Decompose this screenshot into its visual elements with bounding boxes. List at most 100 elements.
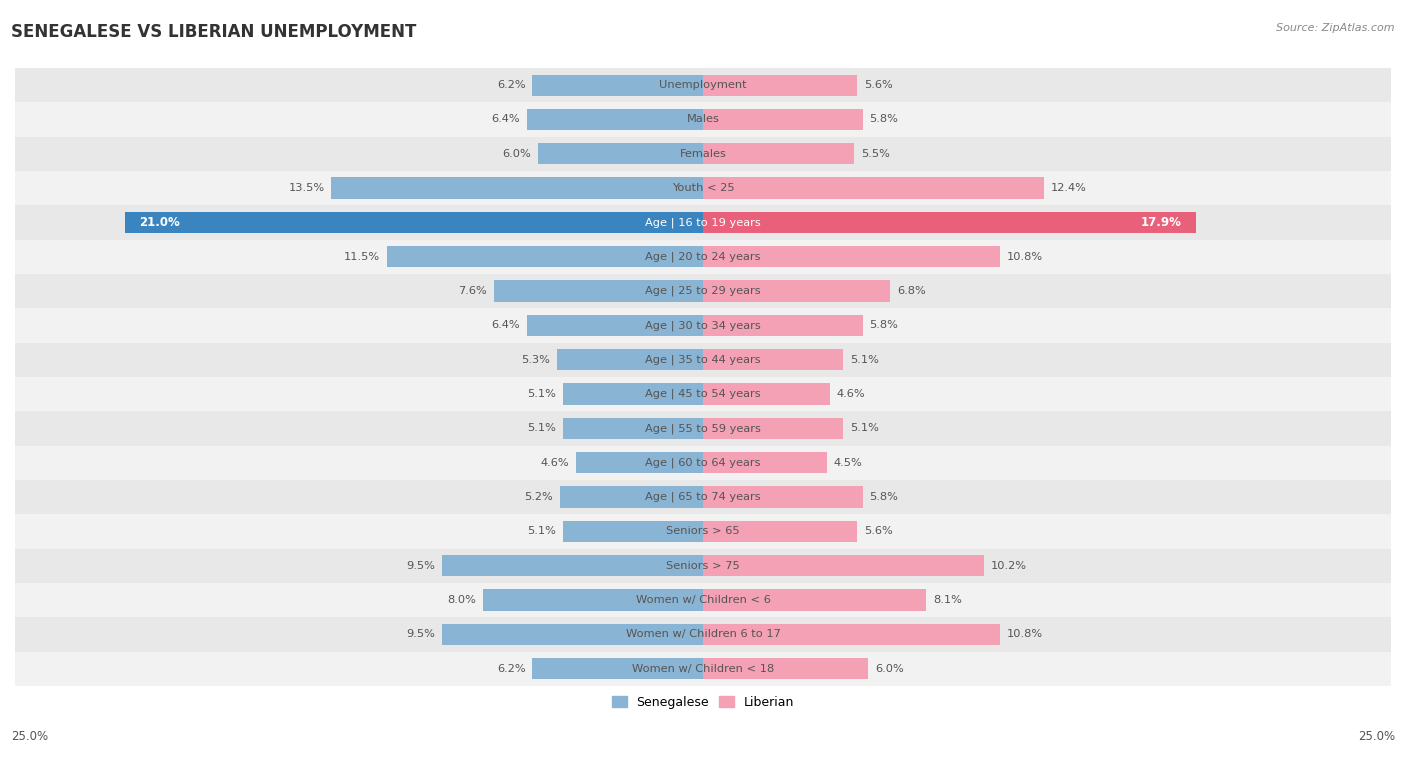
Text: Source: ZipAtlas.com: Source: ZipAtlas.com bbox=[1277, 23, 1395, 33]
Bar bbox=[15, 583, 1391, 617]
Text: 6.4%: 6.4% bbox=[491, 320, 520, 331]
Bar bbox=[703, 246, 1000, 267]
Bar bbox=[15, 514, 1391, 549]
Bar bbox=[15, 274, 1391, 308]
Text: 5.5%: 5.5% bbox=[862, 149, 890, 159]
Bar bbox=[15, 102, 1391, 137]
Bar bbox=[15, 171, 1391, 205]
Text: Youth < 25: Youth < 25 bbox=[672, 183, 734, 193]
Text: Age | 25 to 29 years: Age | 25 to 29 years bbox=[645, 286, 761, 297]
Bar bbox=[15, 68, 1391, 102]
Bar bbox=[703, 315, 863, 336]
Bar bbox=[15, 652, 1391, 686]
Bar bbox=[703, 349, 844, 370]
Bar bbox=[332, 177, 703, 199]
Text: 17.9%: 17.9% bbox=[1142, 216, 1182, 229]
Text: 5.3%: 5.3% bbox=[522, 355, 550, 365]
Text: 6.0%: 6.0% bbox=[875, 664, 904, 674]
Text: 10.8%: 10.8% bbox=[1007, 252, 1043, 262]
Text: 5.8%: 5.8% bbox=[869, 492, 898, 502]
Bar bbox=[703, 624, 1000, 645]
Text: Women w/ Children < 18: Women w/ Children < 18 bbox=[631, 664, 775, 674]
Text: 5.2%: 5.2% bbox=[524, 492, 553, 502]
Bar bbox=[441, 555, 703, 576]
Text: Age | 35 to 44 years: Age | 35 to 44 years bbox=[645, 354, 761, 365]
Text: 25.0%: 25.0% bbox=[1358, 731, 1395, 743]
Bar bbox=[703, 109, 863, 130]
Text: 6.8%: 6.8% bbox=[897, 286, 925, 296]
Text: 4.6%: 4.6% bbox=[541, 458, 569, 468]
Text: 13.5%: 13.5% bbox=[288, 183, 325, 193]
Bar bbox=[703, 74, 858, 96]
Bar bbox=[703, 281, 890, 302]
Text: Age | 65 to 74 years: Age | 65 to 74 years bbox=[645, 492, 761, 503]
Bar bbox=[703, 555, 984, 576]
Text: Age | 45 to 54 years: Age | 45 to 54 years bbox=[645, 389, 761, 400]
Bar bbox=[15, 308, 1391, 343]
Bar bbox=[15, 137, 1391, 171]
Bar bbox=[441, 624, 703, 645]
Bar bbox=[15, 549, 1391, 583]
Text: Women w/ Children 6 to 17: Women w/ Children 6 to 17 bbox=[626, 629, 780, 640]
Text: Unemployment: Unemployment bbox=[659, 80, 747, 90]
Text: 5.1%: 5.1% bbox=[527, 389, 555, 399]
Text: 5.6%: 5.6% bbox=[865, 80, 893, 90]
Bar bbox=[15, 446, 1391, 480]
Text: 6.2%: 6.2% bbox=[496, 80, 526, 90]
Text: Seniors > 65: Seniors > 65 bbox=[666, 526, 740, 537]
Text: 9.5%: 9.5% bbox=[406, 561, 434, 571]
Bar bbox=[533, 74, 703, 96]
Bar bbox=[15, 343, 1391, 377]
Bar bbox=[703, 487, 863, 508]
Text: 5.1%: 5.1% bbox=[527, 423, 555, 434]
Text: 6.4%: 6.4% bbox=[491, 114, 520, 124]
Text: Age | 30 to 34 years: Age | 30 to 34 years bbox=[645, 320, 761, 331]
Bar bbox=[527, 109, 703, 130]
Text: 10.2%: 10.2% bbox=[991, 561, 1026, 571]
Bar bbox=[562, 521, 703, 542]
Text: Age | 16 to 19 years: Age | 16 to 19 years bbox=[645, 217, 761, 228]
Bar bbox=[703, 384, 830, 405]
Text: 5.1%: 5.1% bbox=[527, 526, 555, 537]
Bar bbox=[576, 452, 703, 473]
Bar bbox=[703, 452, 827, 473]
Bar bbox=[533, 658, 703, 679]
Text: 4.6%: 4.6% bbox=[837, 389, 865, 399]
Text: Age | 55 to 59 years: Age | 55 to 59 years bbox=[645, 423, 761, 434]
Text: 5.1%: 5.1% bbox=[851, 355, 879, 365]
Bar bbox=[703, 658, 868, 679]
Text: 8.1%: 8.1% bbox=[932, 595, 962, 605]
Text: 9.5%: 9.5% bbox=[406, 629, 434, 640]
Text: SENEGALESE VS LIBERIAN UNEMPLOYMENT: SENEGALESE VS LIBERIAN UNEMPLOYMENT bbox=[11, 23, 416, 41]
Text: 4.5%: 4.5% bbox=[834, 458, 862, 468]
Legend: Senegalese, Liberian: Senegalese, Liberian bbox=[606, 690, 800, 714]
Text: 5.8%: 5.8% bbox=[869, 114, 898, 124]
Bar bbox=[562, 418, 703, 439]
Bar bbox=[482, 590, 703, 611]
Bar bbox=[125, 212, 703, 233]
Bar bbox=[703, 212, 1195, 233]
Text: Women w/ Children < 6: Women w/ Children < 6 bbox=[636, 595, 770, 605]
Bar bbox=[560, 487, 703, 508]
Bar bbox=[15, 411, 1391, 446]
Bar bbox=[15, 205, 1391, 240]
Bar bbox=[15, 377, 1391, 411]
Text: 5.6%: 5.6% bbox=[865, 526, 893, 537]
Text: Age | 20 to 24 years: Age | 20 to 24 years bbox=[645, 251, 761, 262]
Text: 11.5%: 11.5% bbox=[343, 252, 380, 262]
Bar bbox=[494, 281, 703, 302]
Text: 5.1%: 5.1% bbox=[851, 423, 879, 434]
Text: 6.2%: 6.2% bbox=[496, 664, 526, 674]
Bar bbox=[557, 349, 703, 370]
Text: 8.0%: 8.0% bbox=[447, 595, 477, 605]
Text: Age | 60 to 64 years: Age | 60 to 64 years bbox=[645, 457, 761, 468]
Text: 7.6%: 7.6% bbox=[458, 286, 486, 296]
Text: 25.0%: 25.0% bbox=[11, 731, 48, 743]
Bar bbox=[15, 480, 1391, 514]
Bar bbox=[703, 143, 855, 164]
Text: Females: Females bbox=[679, 149, 727, 159]
Text: 21.0%: 21.0% bbox=[139, 216, 180, 229]
Bar bbox=[538, 143, 703, 164]
Bar bbox=[562, 384, 703, 405]
Bar bbox=[15, 240, 1391, 274]
